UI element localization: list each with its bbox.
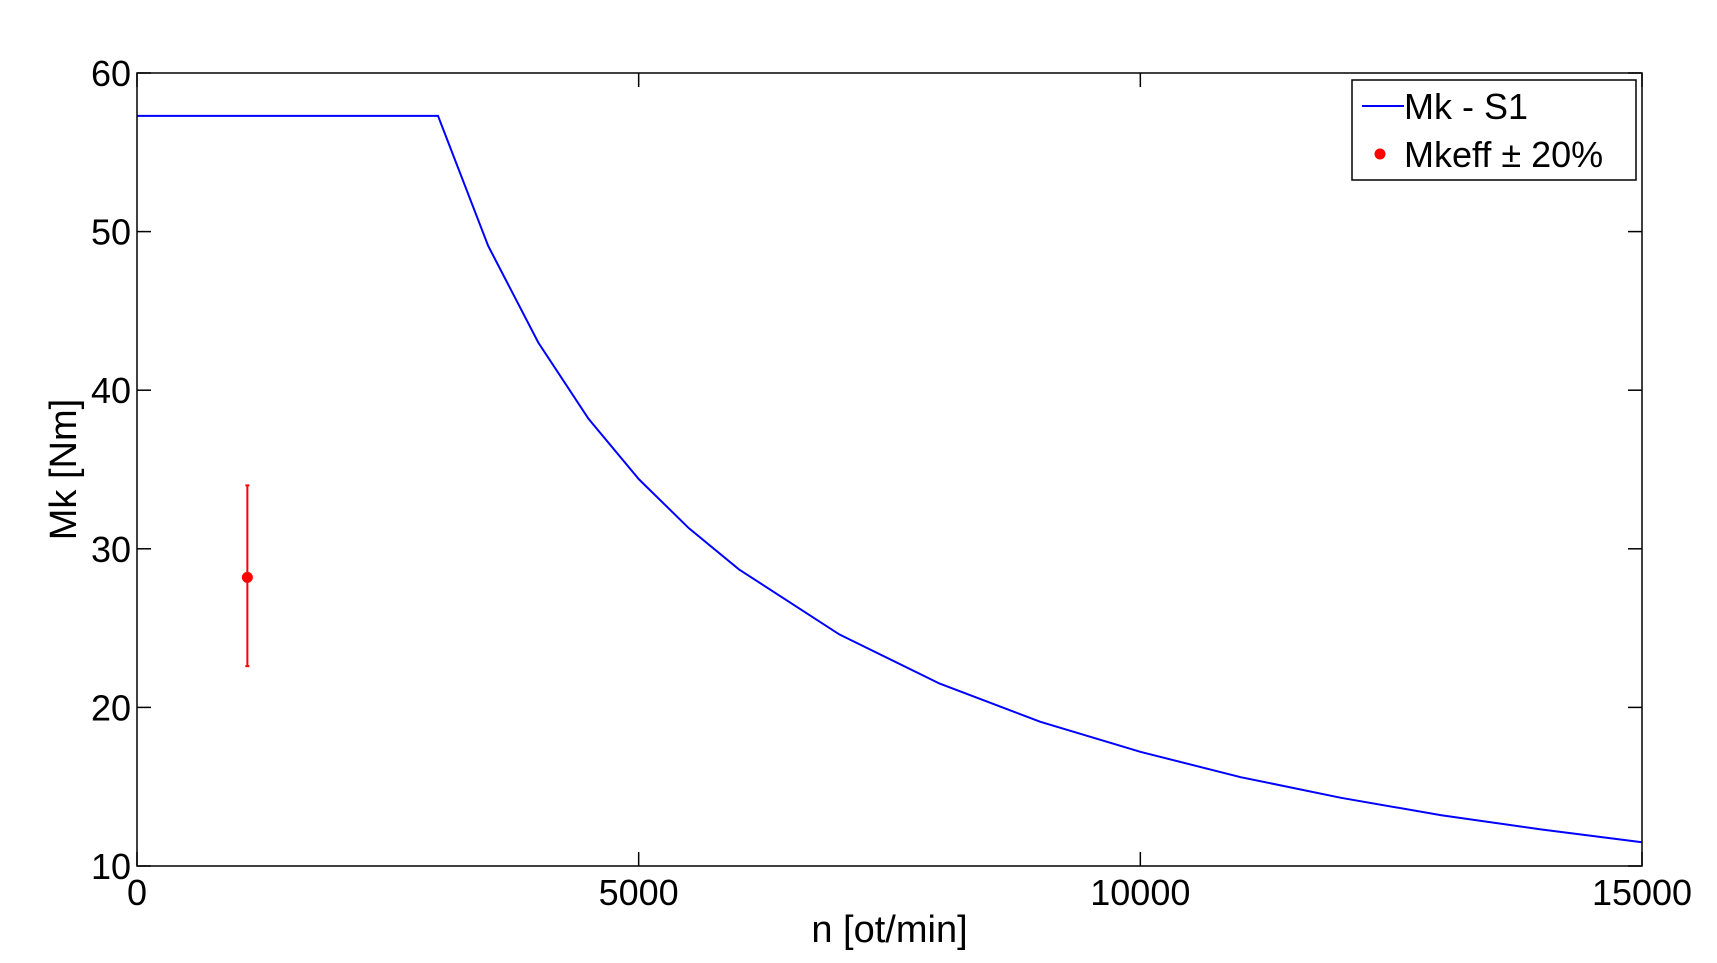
x-tick-label: 10000 (1090, 872, 1190, 913)
y-tick-label: 20 (91, 687, 131, 728)
legend: Mk - S1 Mkeff ± 20% (1351, 79, 1637, 181)
axes-frame (136, 72, 1643, 867)
y-tick-label: 40 (91, 370, 131, 411)
x-axis-label: n [ot/min] (811, 909, 967, 951)
y-tick-label: 60 (91, 53, 131, 94)
legend-swatch-marker (1374, 148, 1386, 160)
y-axis-label: Mk [Nm] (43, 399, 85, 540)
x-tick-label: 5000 (599, 872, 679, 913)
legend-label: Mkeff ± 20% (1404, 134, 1603, 175)
legend-box (1351, 79, 1637, 181)
data-point-mkeff (241, 571, 253, 583)
y-tick-label: 30 (91, 529, 131, 570)
y-tick-label: 10 (91, 846, 131, 887)
tick-labels: 0 5000 10000 15000 10 20 30 40 50 60 (91, 53, 1692, 913)
series-line-mk-s1 (137, 114, 1643, 844)
y-tick-label: 50 (91, 212, 131, 253)
x-tick-label: 0 (127, 872, 147, 913)
legend-label: Mk - S1 (1404, 86, 1528, 127)
x-tick-label: 15000 (1592, 872, 1692, 913)
series-layer (137, 114, 1643, 844)
